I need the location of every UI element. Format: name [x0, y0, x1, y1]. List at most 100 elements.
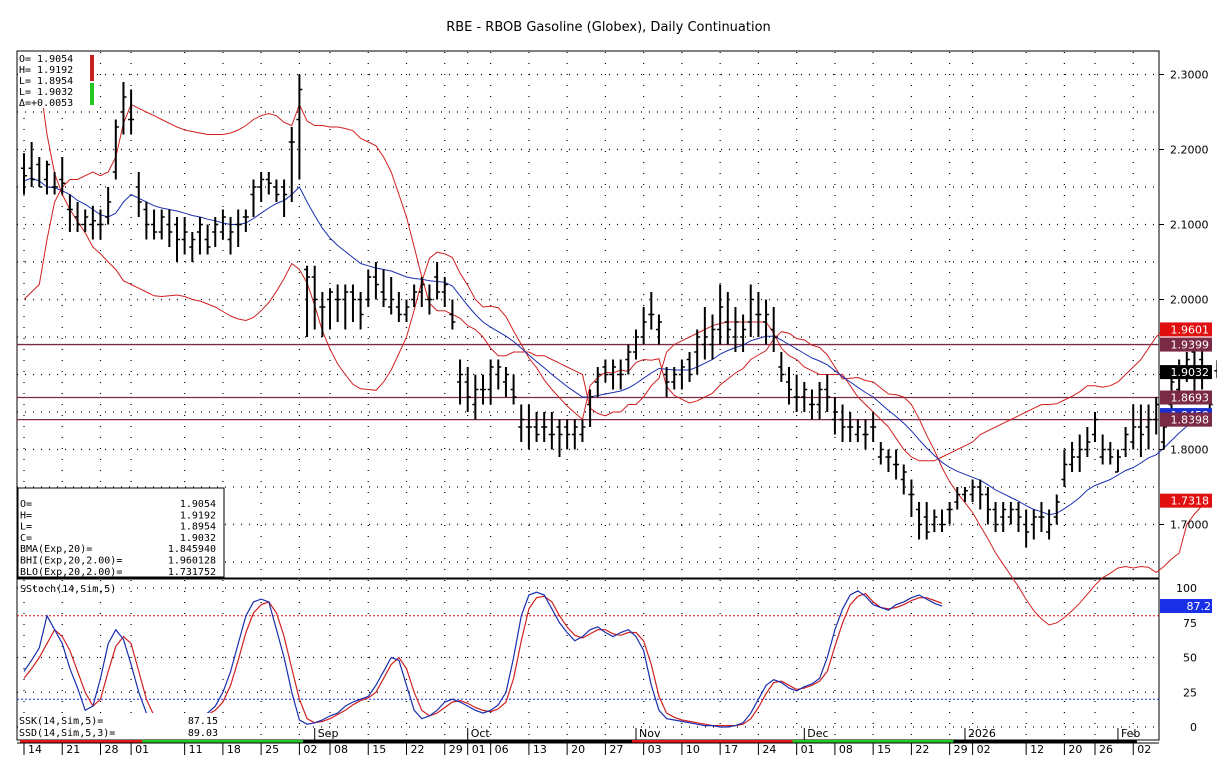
price-bar	[808, 389, 815, 420]
date-tick-label: 01	[135, 743, 149, 756]
price-label-text: 1.9032	[1171, 366, 1210, 379]
date-tick-label: 29	[449, 743, 463, 756]
price-bar	[1084, 427, 1091, 457]
header-last: L= 1.9032	[19, 87, 73, 98]
price-bar	[457, 359, 464, 405]
price-bar	[893, 449, 900, 480]
price-tick-label: 2.1000	[1170, 219, 1209, 232]
price-bar	[709, 314, 716, 360]
price-bar	[227, 217, 234, 255]
price-bar	[395, 292, 402, 322]
price-bar	[411, 284, 418, 307]
date-tick-label: 01	[472, 743, 486, 756]
time-color-strip	[20, 740, 1137, 743]
price-bar	[388, 277, 395, 315]
price-bar	[747, 284, 754, 337]
price-bar	[541, 412, 548, 442]
price-bar	[334, 284, 341, 322]
price-bar	[801, 382, 808, 412]
price-bar	[196, 217, 203, 255]
price-bar	[908, 479, 915, 517]
upper-band	[23, 103, 1211, 462]
price-bar	[579, 419, 586, 442]
price-bar	[946, 502, 953, 525]
ssd-line	[23, 592, 943, 727]
price-bar	[1137, 404, 1144, 457]
price-bar	[969, 479, 976, 502]
date-tick-label: 03	[648, 743, 662, 756]
price-panel-frame	[16, 50, 1160, 579]
price-bar	[1069, 442, 1076, 472]
strip-segment	[792, 740, 954, 743]
strip-segment	[20, 740, 143, 743]
price-bar	[235, 209, 242, 247]
chart-title: RBE - RBOB Gasoline (Globex), Daily Cont…	[446, 20, 771, 35]
price-bar	[724, 292, 731, 345]
price-bar	[174, 217, 180, 262]
price-bar	[1092, 412, 1098, 442]
date-tick-label: 02	[1137, 743, 1151, 756]
price-bar	[166, 209, 173, 247]
price-bar	[365, 269, 372, 307]
price-label-text: 1.7318	[1171, 495, 1210, 508]
price-bar	[786, 367, 792, 405]
price-bar	[426, 284, 433, 315]
price-bar	[663, 367, 670, 397]
price-bar	[36, 157, 43, 188]
strip-segment	[953, 740, 1137, 743]
price-bar	[1099, 434, 1106, 465]
price-bar	[564, 419, 571, 450]
price-bar	[617, 359, 624, 390]
date-tick-label: 08	[334, 743, 348, 756]
price-bar	[204, 224, 211, 255]
price-bar	[1076, 434, 1083, 472]
price-bar	[648, 292, 655, 330]
price-label-box	[1160, 365, 1212, 380]
price-bar	[640, 307, 647, 345]
price-bar	[502, 367, 509, 397]
date-tick-label: 02	[303, 743, 317, 756]
stochastic-lines	[23, 590, 943, 728]
price-bar	[831, 397, 838, 435]
legend-label: BLO(Exp,20,2.00)=	[20, 567, 122, 578]
date-tick-label: 25	[265, 743, 279, 756]
price-bar	[885, 449, 892, 472]
price-bar	[732, 307, 739, 352]
price-bar	[1053, 494, 1060, 525]
price-tick-label: 2.3000	[1170, 69, 1209, 82]
price-bar	[281, 179, 288, 217]
month-label: 2026	[968, 727, 996, 740]
price-bar	[877, 442, 884, 465]
price-label-text: 1.8693	[1171, 392, 1210, 405]
price-bar	[954, 487, 961, 510]
month-label: Sep	[318, 727, 339, 740]
date-tick-label: 02	[977, 743, 991, 756]
date-tick-label: 08	[839, 743, 853, 756]
date-tick-label: 20	[1068, 743, 1082, 756]
month-label: Nov	[639, 727, 661, 740]
price-bar	[533, 412, 540, 442]
price-bar	[633, 329, 639, 360]
price-bar	[449, 299, 456, 330]
price-bar	[602, 359, 609, 382]
header-delta: Δ=+0.0053	[19, 98, 73, 109]
price-bar	[839, 404, 846, 442]
date-tick-label: 12	[1030, 743, 1044, 756]
price-bar	[1122, 427, 1129, 457]
price-bar	[143, 202, 150, 240]
date-tick-label: 27	[609, 743, 623, 756]
price-bar	[548, 412, 555, 450]
price-axis: 2.30002.20002.10002.00001.90001.80001.70…	[1159, 69, 1209, 532]
stoch-axis: 100 75 50 25 0	[1176, 582, 1197, 734]
date-tick-label: 15	[877, 743, 891, 756]
price-bar	[939, 509, 945, 532]
month-label: Feb	[1121, 727, 1140, 740]
header-high: H= 1.9192	[19, 65, 73, 76]
stoch-tick-label: 75	[1183, 617, 1197, 630]
price-bar	[372, 262, 379, 300]
price-bar	[1114, 449, 1121, 473]
price-bar	[755, 292, 762, 337]
legend-value: 1.960128	[168, 556, 216, 567]
price-bar	[977, 479, 984, 510]
price-bar	[984, 487, 991, 525]
